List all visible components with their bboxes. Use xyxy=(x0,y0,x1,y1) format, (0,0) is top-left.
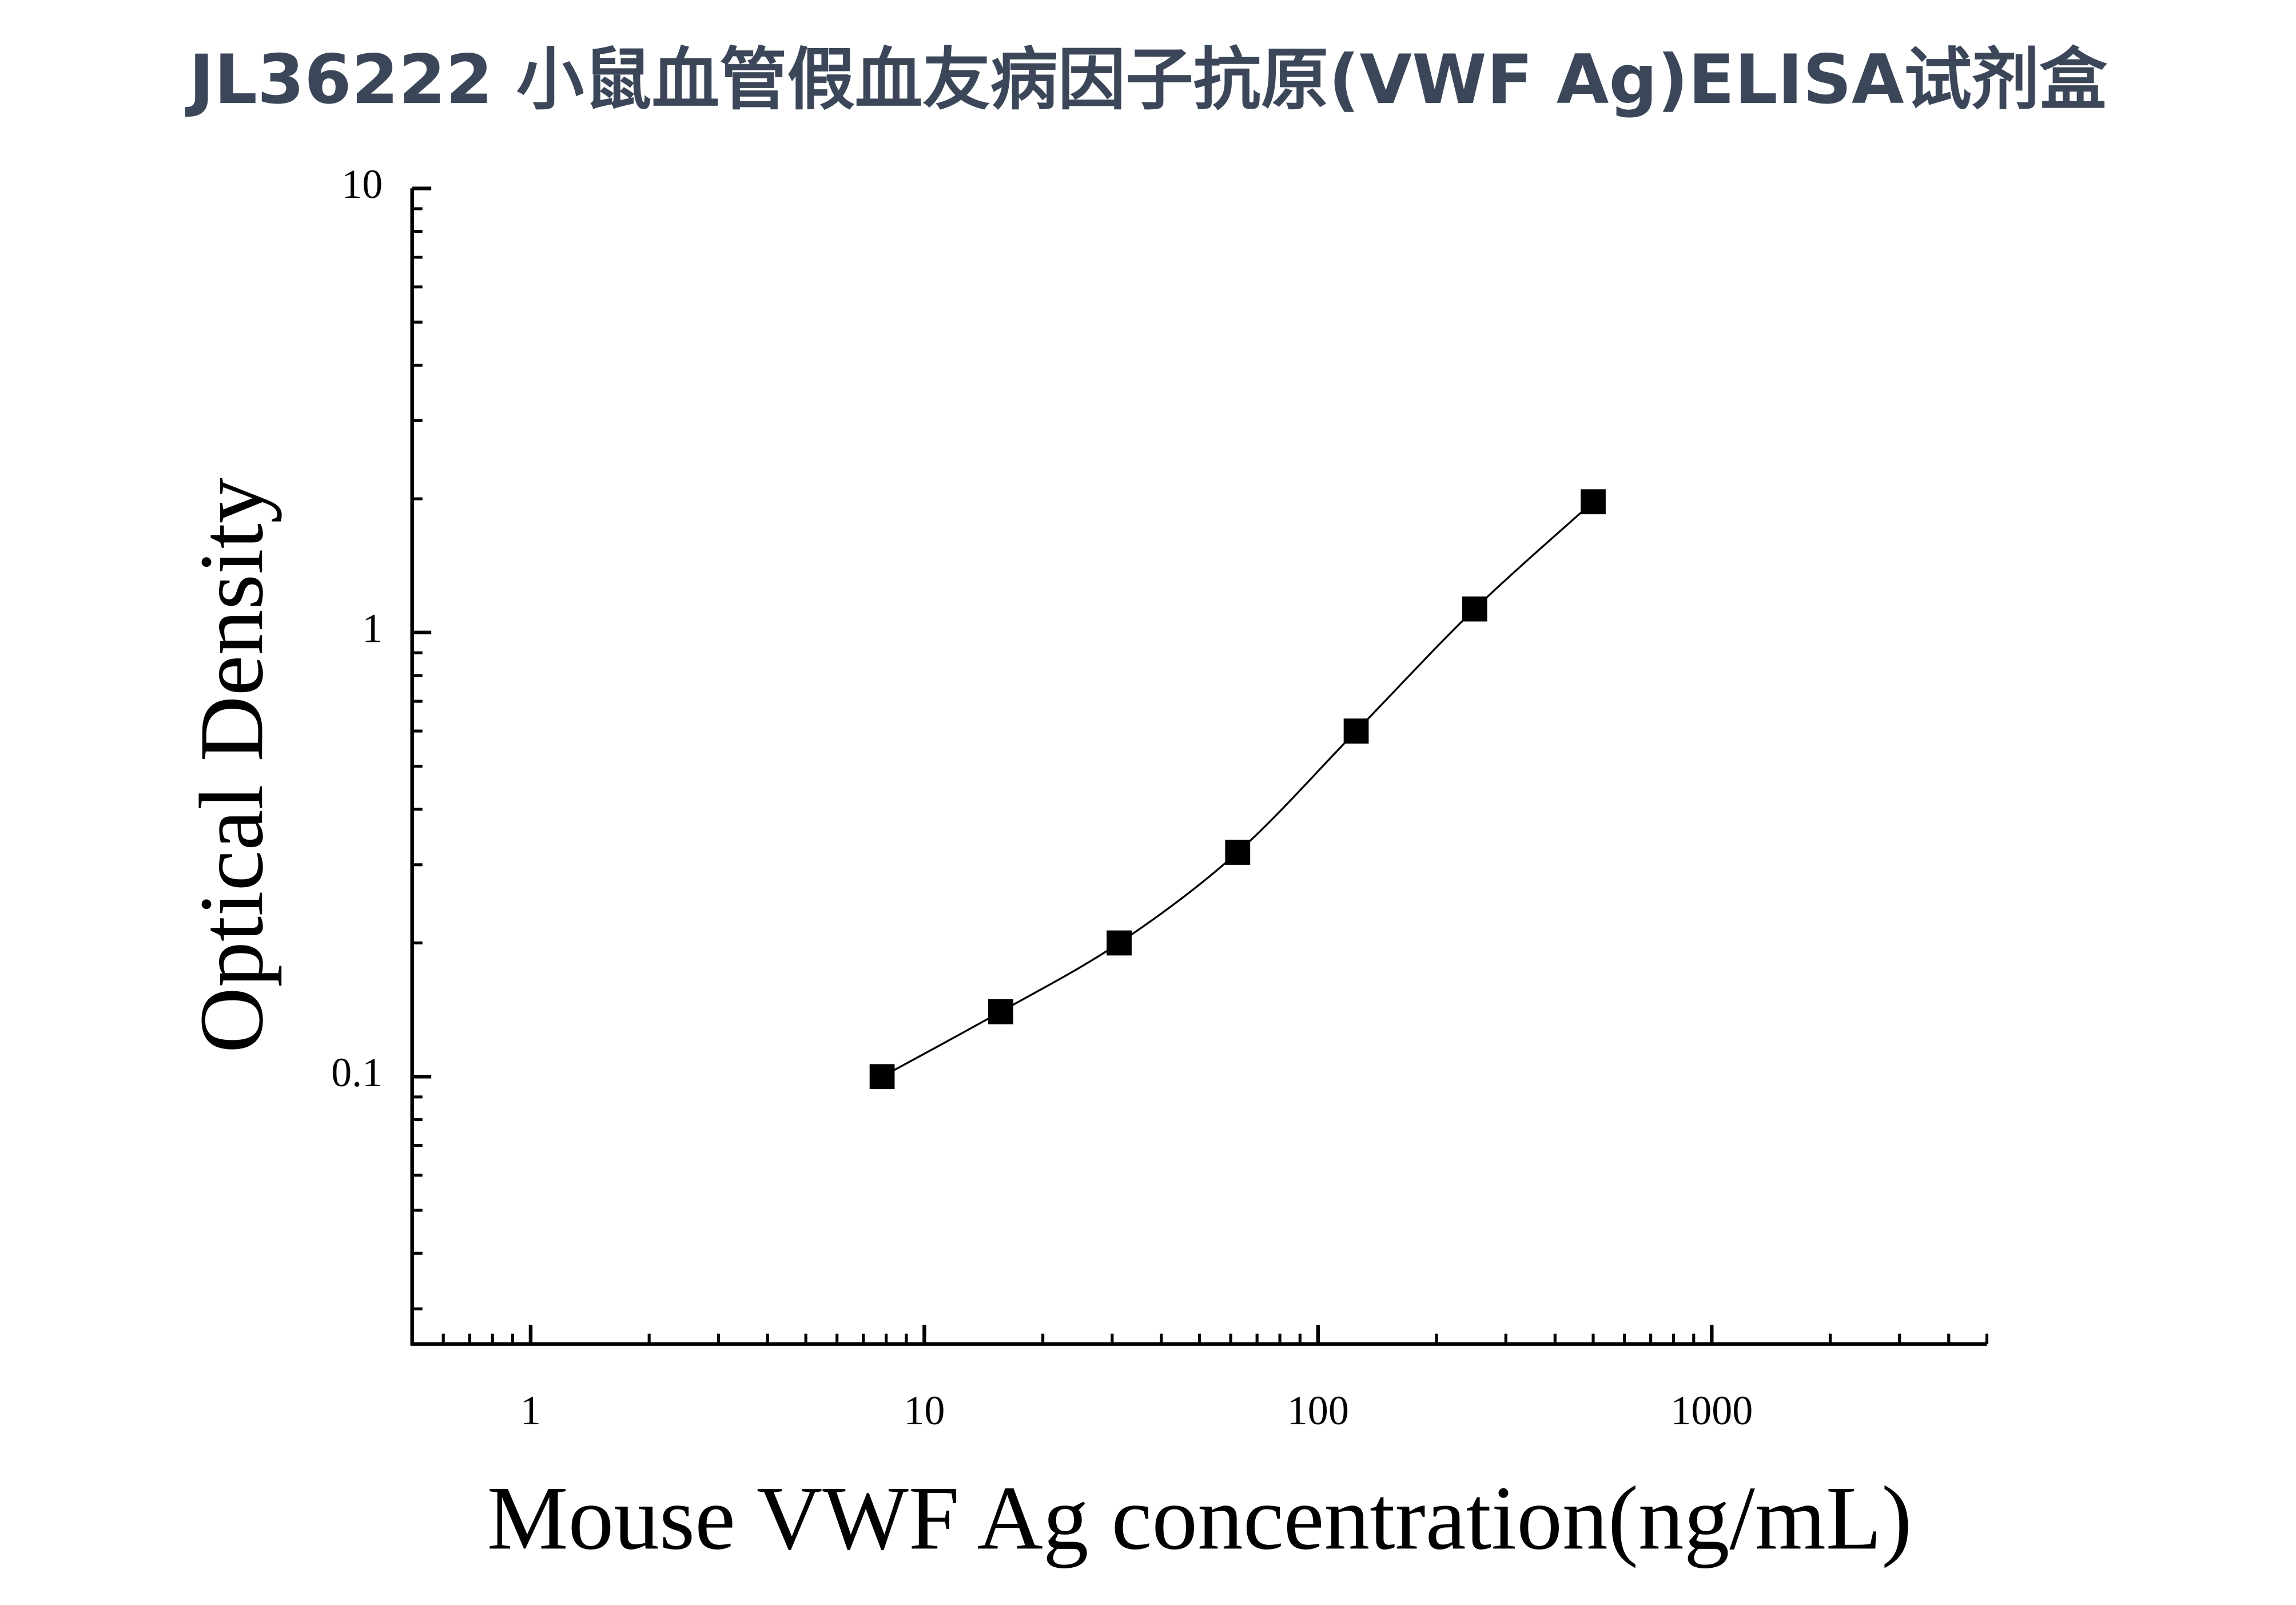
y-tick-label: 0.1 xyxy=(331,1050,383,1095)
data-point xyxy=(1581,489,1606,515)
x-axis-label: Mouse VWF Ag concentration(ng/mL) xyxy=(487,1467,1912,1568)
data-point xyxy=(869,1064,895,1090)
fit-curve xyxy=(881,500,1594,1078)
data-point xyxy=(1107,930,1132,956)
data-point xyxy=(1225,840,1251,865)
x-tick-label: 1000 xyxy=(1670,1388,1753,1433)
y-tick-label: 1 xyxy=(362,605,383,651)
data-point xyxy=(1343,718,1369,744)
x-tick-label: 100 xyxy=(1287,1388,1349,1433)
x-tick-label: 10 xyxy=(904,1388,945,1433)
y-axis-label: Optical Density xyxy=(181,478,282,1053)
data-point xyxy=(988,999,1013,1024)
x-tick-label: 1 xyxy=(520,1388,541,1433)
y-tick-label: 10 xyxy=(341,161,383,207)
chart-title: JL36222 小鼠血管假血友病因子抗原(VWF Ag)ELISA试剂盒 xyxy=(185,40,2107,119)
data-point xyxy=(1462,596,1487,622)
